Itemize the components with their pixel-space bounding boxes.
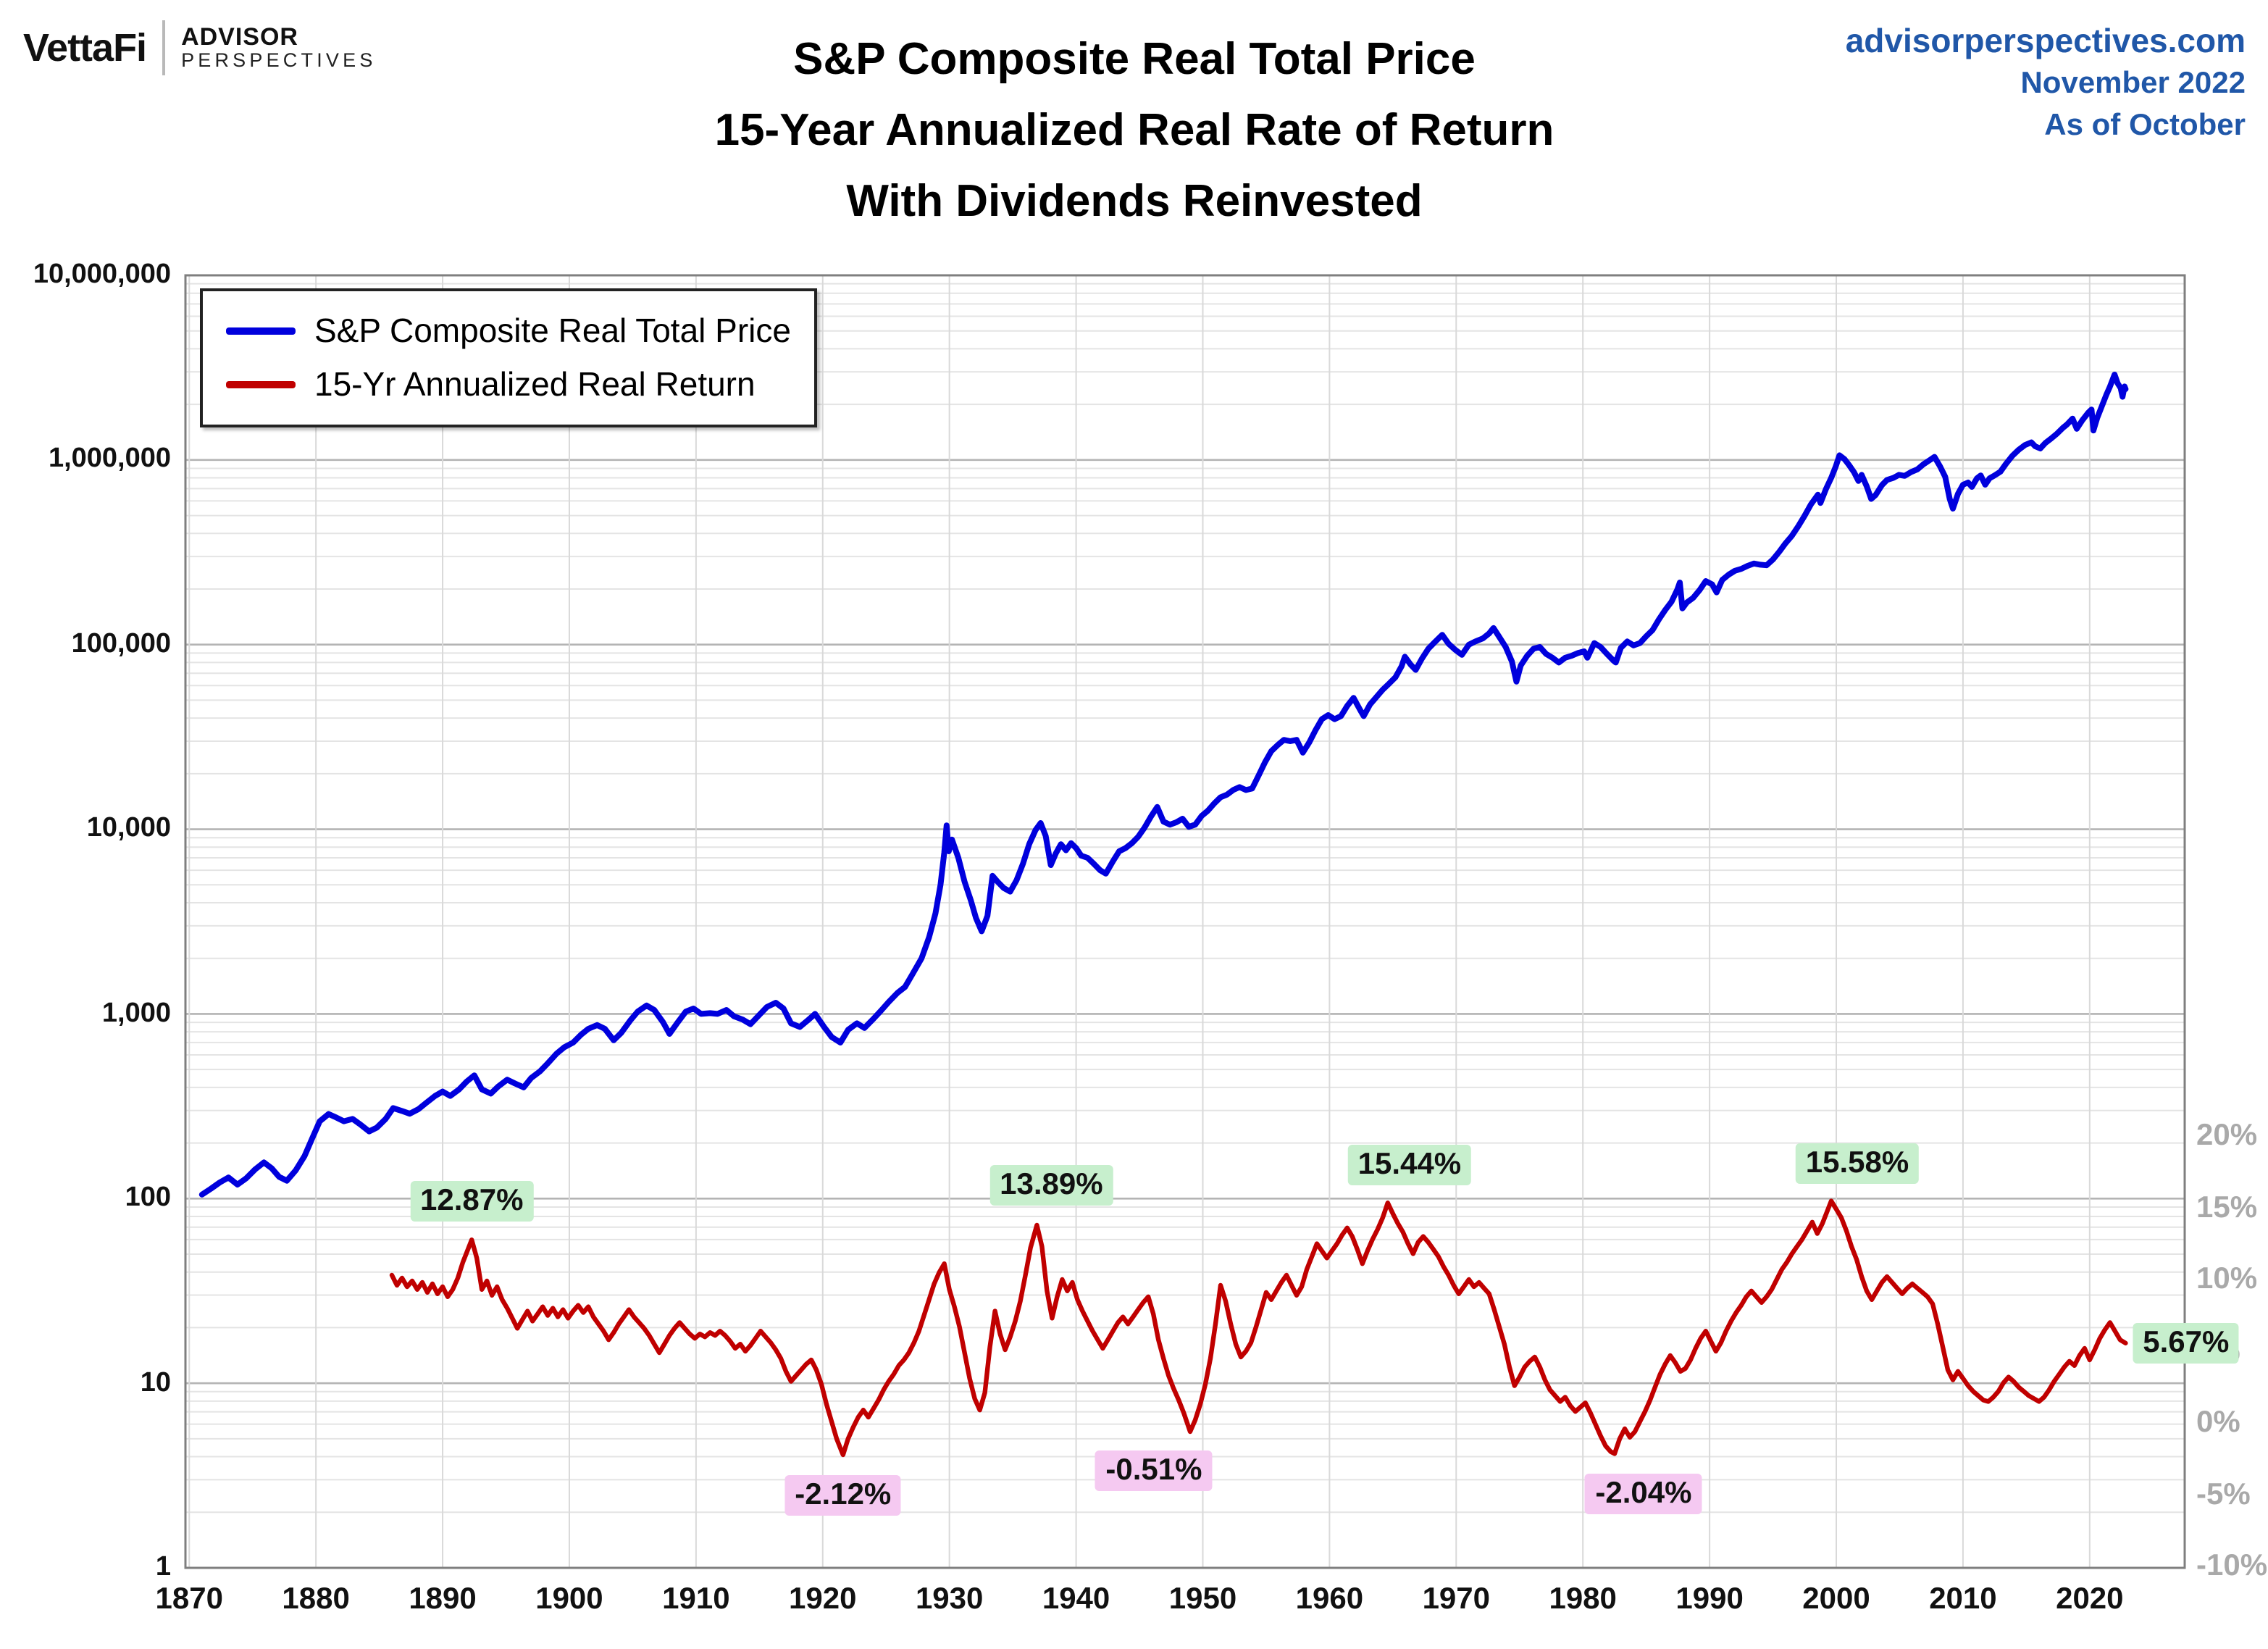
advisor-text: ADVISOR bbox=[181, 22, 298, 51]
x-axis-tick-label: 1940 bbox=[1042, 1582, 1110, 1616]
source-month: November 2022 bbox=[2020, 67, 2246, 100]
y-axis-tick-label: 100 bbox=[125, 1182, 171, 1214]
y-axis-tick-label: 10,000 bbox=[86, 813, 171, 844]
annotation-label: -2.12% bbox=[784, 1474, 902, 1516]
legend-swatch-return-line bbox=[226, 381, 296, 388]
legend-label-price: S&P Composite Real Total Price bbox=[314, 312, 791, 349]
chart-legend: S&P Composite Real Total Price 15-Yr Ann… bbox=[200, 288, 817, 427]
x-axis-tick-label: 1970 bbox=[1422, 1582, 1490, 1616]
annotation-label: 12.87% bbox=[410, 1180, 534, 1222]
y-axis-tick-label: 1 bbox=[155, 1552, 171, 1582]
annotation-label: 13.89% bbox=[989, 1165, 1113, 1206]
vettafi-advisor-perspectives-logo: VettaFi ADVISOR PERSPECTIVES bbox=[23, 20, 377, 75]
y-axis-tick-label: 100,000 bbox=[71, 628, 171, 659]
x-axis-tick-label: 2010 bbox=[1929, 1582, 1997, 1616]
chart-title-line-3: With Dividends Reinvested bbox=[846, 175, 1423, 226]
right-axis-tick-label: -10% bbox=[2196, 1549, 2268, 1582]
chart-title: S&P Composite Real Total Price 15-Year A… bbox=[348, 23, 1921, 236]
annotation-label: -2.04% bbox=[1585, 1474, 1702, 1515]
source-block: advisorperspectives.com November 2022 As… bbox=[1846, 20, 2246, 146]
price-series-line bbox=[198, 372, 2129, 1198]
right-axis-tick-label: 0% bbox=[2196, 1406, 2240, 1439]
source-website-link[interactable]: advisorperspectives.com bbox=[1845, 22, 2246, 59]
x-axis-tick-label: 1950 bbox=[1168, 1582, 1237, 1616]
annotation-label: 15.58% bbox=[1795, 1143, 1920, 1184]
return-series-line bbox=[389, 1198, 2128, 1458]
annotation-label: -0.51% bbox=[1095, 1450, 1213, 1492]
x-axis-tick-label: 2000 bbox=[1802, 1582, 1870, 1616]
x-axis-tick-label: 1870 bbox=[155, 1582, 223, 1616]
y-axis-tick-label: 1,000,000 bbox=[48, 443, 171, 475]
perspectives-text: PERSPECTIVES bbox=[181, 49, 377, 71]
logo-divider bbox=[162, 20, 166, 75]
right-axis-tick-label: -5% bbox=[2196, 1477, 2251, 1511]
legend-item-price: S&P Composite Real Total Price bbox=[226, 304, 791, 358]
legend-label-return: 15-Yr Annualized Real Return bbox=[314, 365, 756, 403]
x-axis-tick-label: 1900 bbox=[535, 1582, 603, 1616]
x-axis-tick-label: 1990 bbox=[1675, 1582, 1744, 1616]
legend-item-return: 15-Yr Annualized Real Return bbox=[226, 358, 791, 412]
y-axis-tick-label: 10 bbox=[140, 1367, 171, 1398]
x-axis-tick-label: 1980 bbox=[1549, 1582, 1617, 1616]
chart-title-line-1: S&P Composite Real Total Price bbox=[793, 33, 1476, 84]
x-axis-tick-label: 1910 bbox=[662, 1582, 730, 1616]
x-axis-tick-label: 2020 bbox=[2056, 1582, 2124, 1616]
annotation-label: 5.67% bbox=[2133, 1322, 2240, 1364]
plot-border bbox=[184, 274, 2186, 1569]
x-axis-tick-label: 1920 bbox=[789, 1582, 857, 1616]
vettafi-brand-text: VettaFi bbox=[23, 25, 147, 69]
source-asof: As of October bbox=[2044, 109, 2246, 142]
right-axis-tick-label: 20% bbox=[2196, 1119, 2258, 1152]
right-axis-tick-label: 15% bbox=[2196, 1190, 2258, 1224]
advisor-perspectives-wordmark: ADVISOR PERSPECTIVES bbox=[181, 22, 377, 71]
x-axis-tick-label: 1930 bbox=[915, 1582, 984, 1616]
x-axis-tick-label: 1960 bbox=[1295, 1582, 1364, 1616]
x-axis-tick-label: 1880 bbox=[282, 1582, 350, 1616]
x-axis-tick-label: 1890 bbox=[409, 1582, 477, 1616]
y-axis-tick-label: 1,000 bbox=[101, 998, 171, 1029]
y-axis-tick-label: 10,000,000 bbox=[33, 259, 171, 290]
right-axis-tick-label: 10% bbox=[2196, 1262, 2258, 1295]
legend-swatch-price-line bbox=[226, 327, 296, 335]
annotation-label: 15.44% bbox=[1347, 1145, 1472, 1186]
chart-title-line-2: 15-Year Annualized Real Rate of Return bbox=[714, 104, 1554, 155]
